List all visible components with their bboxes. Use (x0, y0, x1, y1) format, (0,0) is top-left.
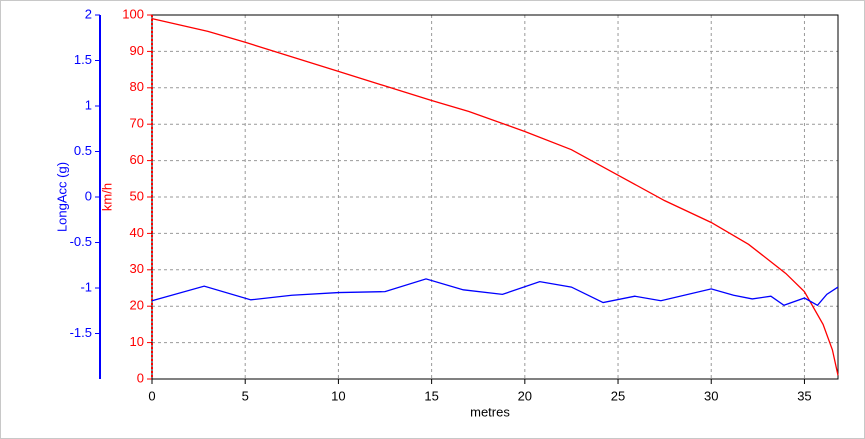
x-tick-label: 30 (704, 388, 718, 403)
y-axis-title: km/h (99, 183, 114, 211)
y-tick-label: 70 (130, 116, 144, 131)
x-tick-label: 15 (424, 388, 438, 403)
y-tick-label: 0 (137, 370, 144, 385)
data-line (151, 278, 839, 307)
y2-tick-label: 2 (85, 6, 92, 21)
y2-tick-label: -1.5 (70, 325, 92, 340)
y-tick-label: 40 (130, 225, 144, 240)
y-tick-label: 80 (130, 79, 144, 94)
y-tick-label: 60 (130, 152, 144, 167)
x-tick-label: 5 (242, 388, 249, 403)
y-tick-label: 100 (122, 6, 144, 21)
y2-tick-label: -1 (80, 279, 92, 294)
y2-axis-title: LongAcc (g) (54, 162, 69, 232)
y-tick-label: 20 (130, 298, 144, 313)
y2-tick-label: 0.5 (74, 143, 92, 158)
x-axis-title: metres (470, 404, 510, 419)
y-tick-label: 90 (130, 43, 144, 58)
x-tick-label: 25 (611, 388, 625, 403)
y2-tick-label: 1.5 (74, 52, 92, 67)
y-tick-label: 30 (130, 261, 144, 276)
y2-tick-label: 0 (85, 188, 92, 203)
y2-tick-label: -0.5 (70, 234, 92, 249)
y2-tick-label: 1 (85, 97, 92, 112)
x-tick-label: 10 (331, 388, 345, 403)
x-tick-label: 0 (148, 388, 155, 403)
y-tick-label: 50 (130, 188, 144, 203)
y-tick-label: 10 (130, 334, 144, 349)
x-tick-label: 35 (797, 388, 811, 403)
x-tick-label: 20 (518, 388, 532, 403)
data-line (151, 18, 839, 376)
